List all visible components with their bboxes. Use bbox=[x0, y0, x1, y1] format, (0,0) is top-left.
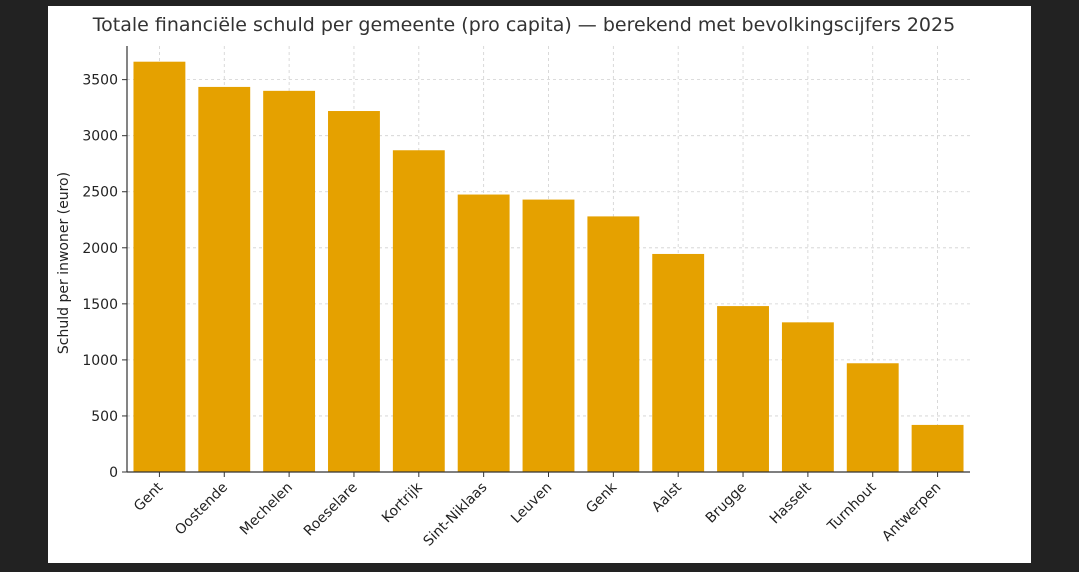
bars bbox=[133, 61, 964, 473]
x-tick-label: Gent bbox=[131, 479, 167, 515]
y-tick-labels: 0 500 1000 1500 2000 2500 3000 3500 bbox=[82, 73, 118, 481]
chart-frame: Totale financiële schuld per gemeente (p… bbox=[48, 6, 1031, 563]
y-axis-label: Schuld per inwoner (euro) bbox=[56, 172, 72, 354]
x-tick-label: Brugge bbox=[703, 480, 750, 527]
x-tick-label: Mechelen bbox=[237, 480, 296, 539]
x-tick-label: Turnhout bbox=[824, 479, 880, 535]
bar-turnhout bbox=[846, 363, 899, 472]
y-tick-label: 3000 bbox=[82, 129, 118, 145]
bar-oostende bbox=[198, 86, 251, 472]
x-tick-label: Antwerpen bbox=[879, 480, 944, 545]
bar-leuven bbox=[522, 199, 575, 472]
x-tick-label: Sint-Niklaas bbox=[420, 480, 490, 550]
x-tick-label: Hasselt bbox=[767, 479, 815, 527]
bar-kortrijk bbox=[392, 150, 445, 473]
x-tick-label: Genk bbox=[583, 479, 621, 517]
bar-chart: Totale financiële schuld per gemeente (p… bbox=[56, 14, 970, 550]
bar-gent bbox=[133, 61, 186, 473]
y-tick-label: 2500 bbox=[82, 185, 118, 201]
y-tick-label: 0 bbox=[109, 465, 118, 481]
y-tick-label: 1000 bbox=[82, 353, 118, 369]
x-tick-label: Oostende bbox=[172, 480, 231, 539]
axes bbox=[122, 46, 970, 477]
bar-antwerpen bbox=[911, 424, 964, 472]
bar-mechelen bbox=[263, 90, 316, 472]
bar-brugge bbox=[717, 306, 769, 472]
y-tick-label: 3500 bbox=[82, 73, 118, 89]
y-tick-label: 500 bbox=[91, 409, 118, 425]
y-tick-label: 1500 bbox=[82, 297, 118, 313]
x-tick-label: Aalst bbox=[649, 479, 685, 515]
x-tick-labels: Gent Oostende Mechelen Roeselare KortrijkSin… bbox=[131, 479, 944, 550]
x-tick-label: Leuven bbox=[508, 480, 555, 527]
x-tick-label: Roeselare bbox=[301, 480, 361, 540]
bar-genk bbox=[587, 216, 640, 472]
bar-hasselt bbox=[781, 322, 834, 472]
x-tick-label: Kortrijk bbox=[379, 479, 426, 526]
bar-roeselare bbox=[328, 111, 380, 472]
y-tick-label: 2000 bbox=[82, 241, 118, 257]
bar-aalst bbox=[652, 253, 705, 472]
chart-title: Totale financiële schuld per gemeente (p… bbox=[92, 14, 955, 36]
bar-sint-niklaas bbox=[457, 194, 510, 472]
